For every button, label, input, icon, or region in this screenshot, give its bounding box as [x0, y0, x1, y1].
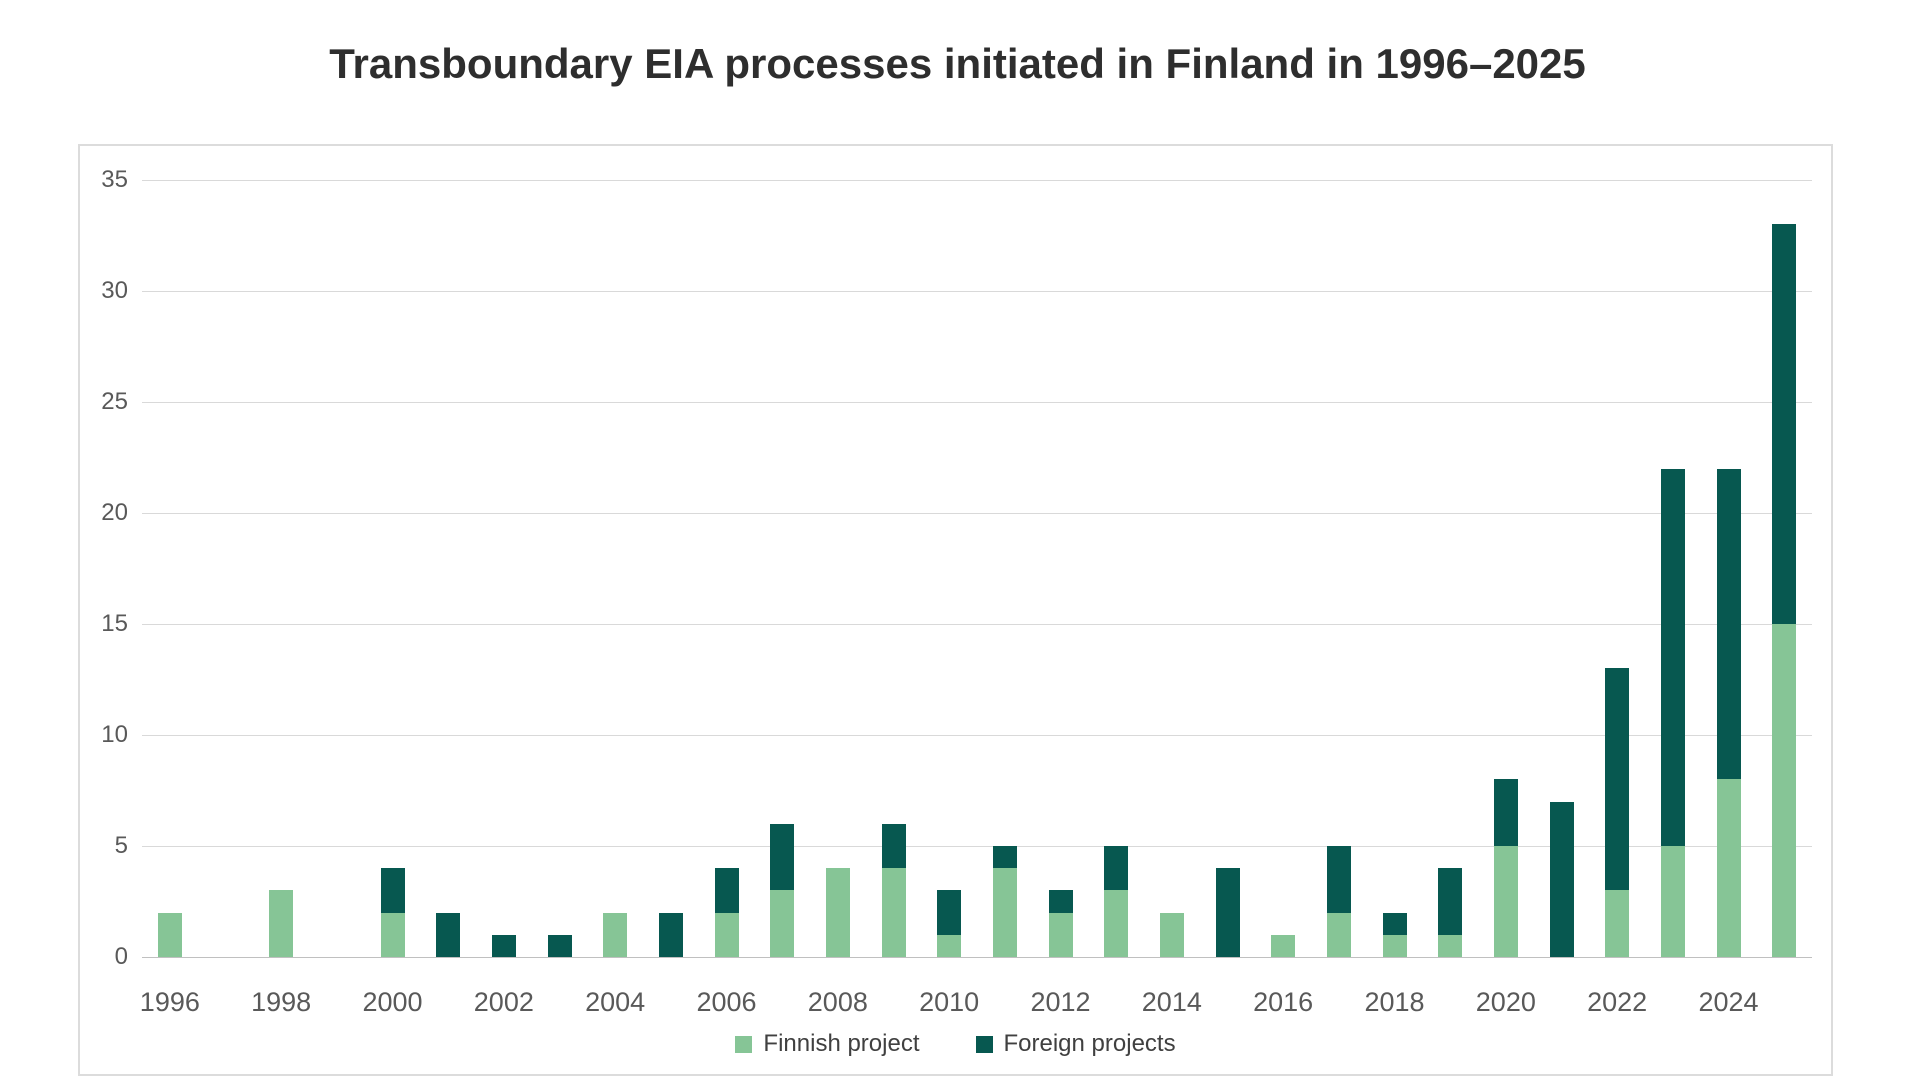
x-tick-label-2020: 2020 [1475, 987, 1536, 1017]
bar-2025-finnish [1772, 624, 1797, 957]
bar-2006-foreign [714, 868, 739, 913]
bar-2025-foreign [1772, 224, 1797, 624]
x-tick-label-2004: 2004 [585, 987, 646, 1017]
y-tick-label-30: 30 [101, 277, 128, 304]
bar-2003-foreign [547, 934, 572, 957]
bar-2021-foreign [1549, 801, 1574, 957]
y-tick-label-25: 25 [101, 388, 128, 415]
chart-title: Transboundary EIA processes initiated in… [329, 40, 1586, 87]
x-tick-label-2018: 2018 [1364, 987, 1425, 1017]
y-tick-label-15: 15 [101, 610, 128, 637]
bar-2007-finnish [770, 890, 795, 957]
x-tick-label-1996: 1996 [139, 987, 200, 1017]
bar-2001-foreign [436, 912, 461, 957]
bar-2012-foreign [1048, 890, 1073, 913]
bar-2022-finnish [1605, 890, 1630, 957]
legend-label-foreign-projects: Foreign projects [1003, 1030, 1176, 1057]
x-tick-label-2010: 2010 [919, 987, 980, 1017]
x-tick-label-2014: 2014 [1141, 987, 1202, 1017]
y-tick-label-5: 5 [114, 832, 128, 859]
bar-2016-finnish [1271, 934, 1296, 957]
x-tick-label-1998: 1998 [251, 987, 312, 1017]
bar-2010-foreign [937, 890, 962, 935]
bar-1998-finnish [269, 890, 294, 957]
plot-area: 0 5 10 15 20 25 30 35 1996 1998 2000 2002 2004 2006 20… [101, 166, 1812, 1017]
legend-swatch-finnish-project [735, 1035, 753, 1053]
gridline-15 [142, 624, 1812, 625]
bar-2018-foreign [1382, 912, 1407, 935]
bar-2002-foreign [491, 934, 516, 957]
bar-2019-finnish [1438, 934, 1463, 957]
gridline-25 [142, 402, 1812, 403]
bar-2007-foreign [770, 823, 795, 891]
bar-2008-finnish [825, 868, 850, 957]
bar-2014-finnish [1159, 912, 1184, 957]
bar-2024-foreign [1716, 468, 1741, 780]
y-tick-label-20: 20 [101, 499, 128, 526]
legend-item-foreign-projects: Foreign projects [975, 1030, 1176, 1058]
x-tick-label-2000: 2000 [362, 987, 423, 1017]
gridline-10 [142, 735, 1812, 736]
bar-2006-finnish [714, 912, 739, 957]
legend-swatch-foreign-projects [975, 1035, 993, 1053]
x-tick-label-2016: 2016 [1253, 987, 1314, 1017]
bar-2000-foreign [380, 868, 405, 913]
x-tick-label-2024: 2024 [1698, 987, 1759, 1017]
legend: Finnish project Foreign projects [80, 1030, 1831, 1058]
x-tick-label-2012: 2012 [1030, 987, 1091, 1017]
x-tick-label-2002: 2002 [473, 987, 534, 1017]
bar-2017-finnish [1326, 912, 1351, 957]
bar-2004-finnish [603, 912, 628, 957]
bar-2013-finnish [1104, 890, 1129, 957]
bar-2015-foreign [1215, 868, 1240, 957]
bar-2020-finnish [1493, 846, 1518, 957]
x-tick-label-2006: 2006 [696, 987, 757, 1017]
legend-label-finnish-project: Finnish project [763, 1030, 920, 1057]
y-tick-label-10: 10 [101, 721, 128, 748]
x-tick-label-2008: 2008 [807, 987, 868, 1017]
bar-2022-foreign [1605, 668, 1630, 891]
gridline-30 [142, 291, 1812, 292]
bar-2023-foreign [1660, 468, 1685, 846]
gridline-35 [142, 180, 1812, 181]
chart-area: 0 5 10 15 20 25 30 35 1996 1998 2000 2002 2004 2006 20… [78, 144, 1833, 1076]
y-tick-label-35: 35 [101, 166, 128, 193]
bar-2012-finnish [1048, 912, 1073, 957]
bar-1996-finnish [157, 912, 182, 957]
bar-2011-finnish [992, 868, 1017, 957]
gridline-20 [142, 513, 1812, 514]
bar-2018-finnish [1382, 934, 1407, 957]
bar-2009-foreign [881, 823, 906, 869]
gridline-5 [142, 846, 1812, 847]
bar-2013-foreign [1104, 846, 1129, 891]
legend-item-finnish-project: Finnish project [735, 1030, 920, 1058]
y-tick-label-0: 0 [114, 943, 128, 970]
bar-2017-foreign [1326, 846, 1351, 913]
bar-2019-foreign [1438, 868, 1463, 935]
bar-2024-finnish [1716, 779, 1741, 957]
bar-2023-finnish [1660, 846, 1685, 957]
x-axis-line [142, 957, 1812, 958]
bar-2005-foreign [658, 912, 683, 957]
bar-2011-foreign [992, 846, 1017, 869]
bar-2009-finnish [881, 868, 906, 957]
bar-2010-finnish [937, 934, 962, 957]
bar-2000-finnish [380, 912, 405, 957]
x-tick-label-2022: 2022 [1587, 987, 1648, 1017]
bar-2020-foreign [1493, 779, 1518, 846]
